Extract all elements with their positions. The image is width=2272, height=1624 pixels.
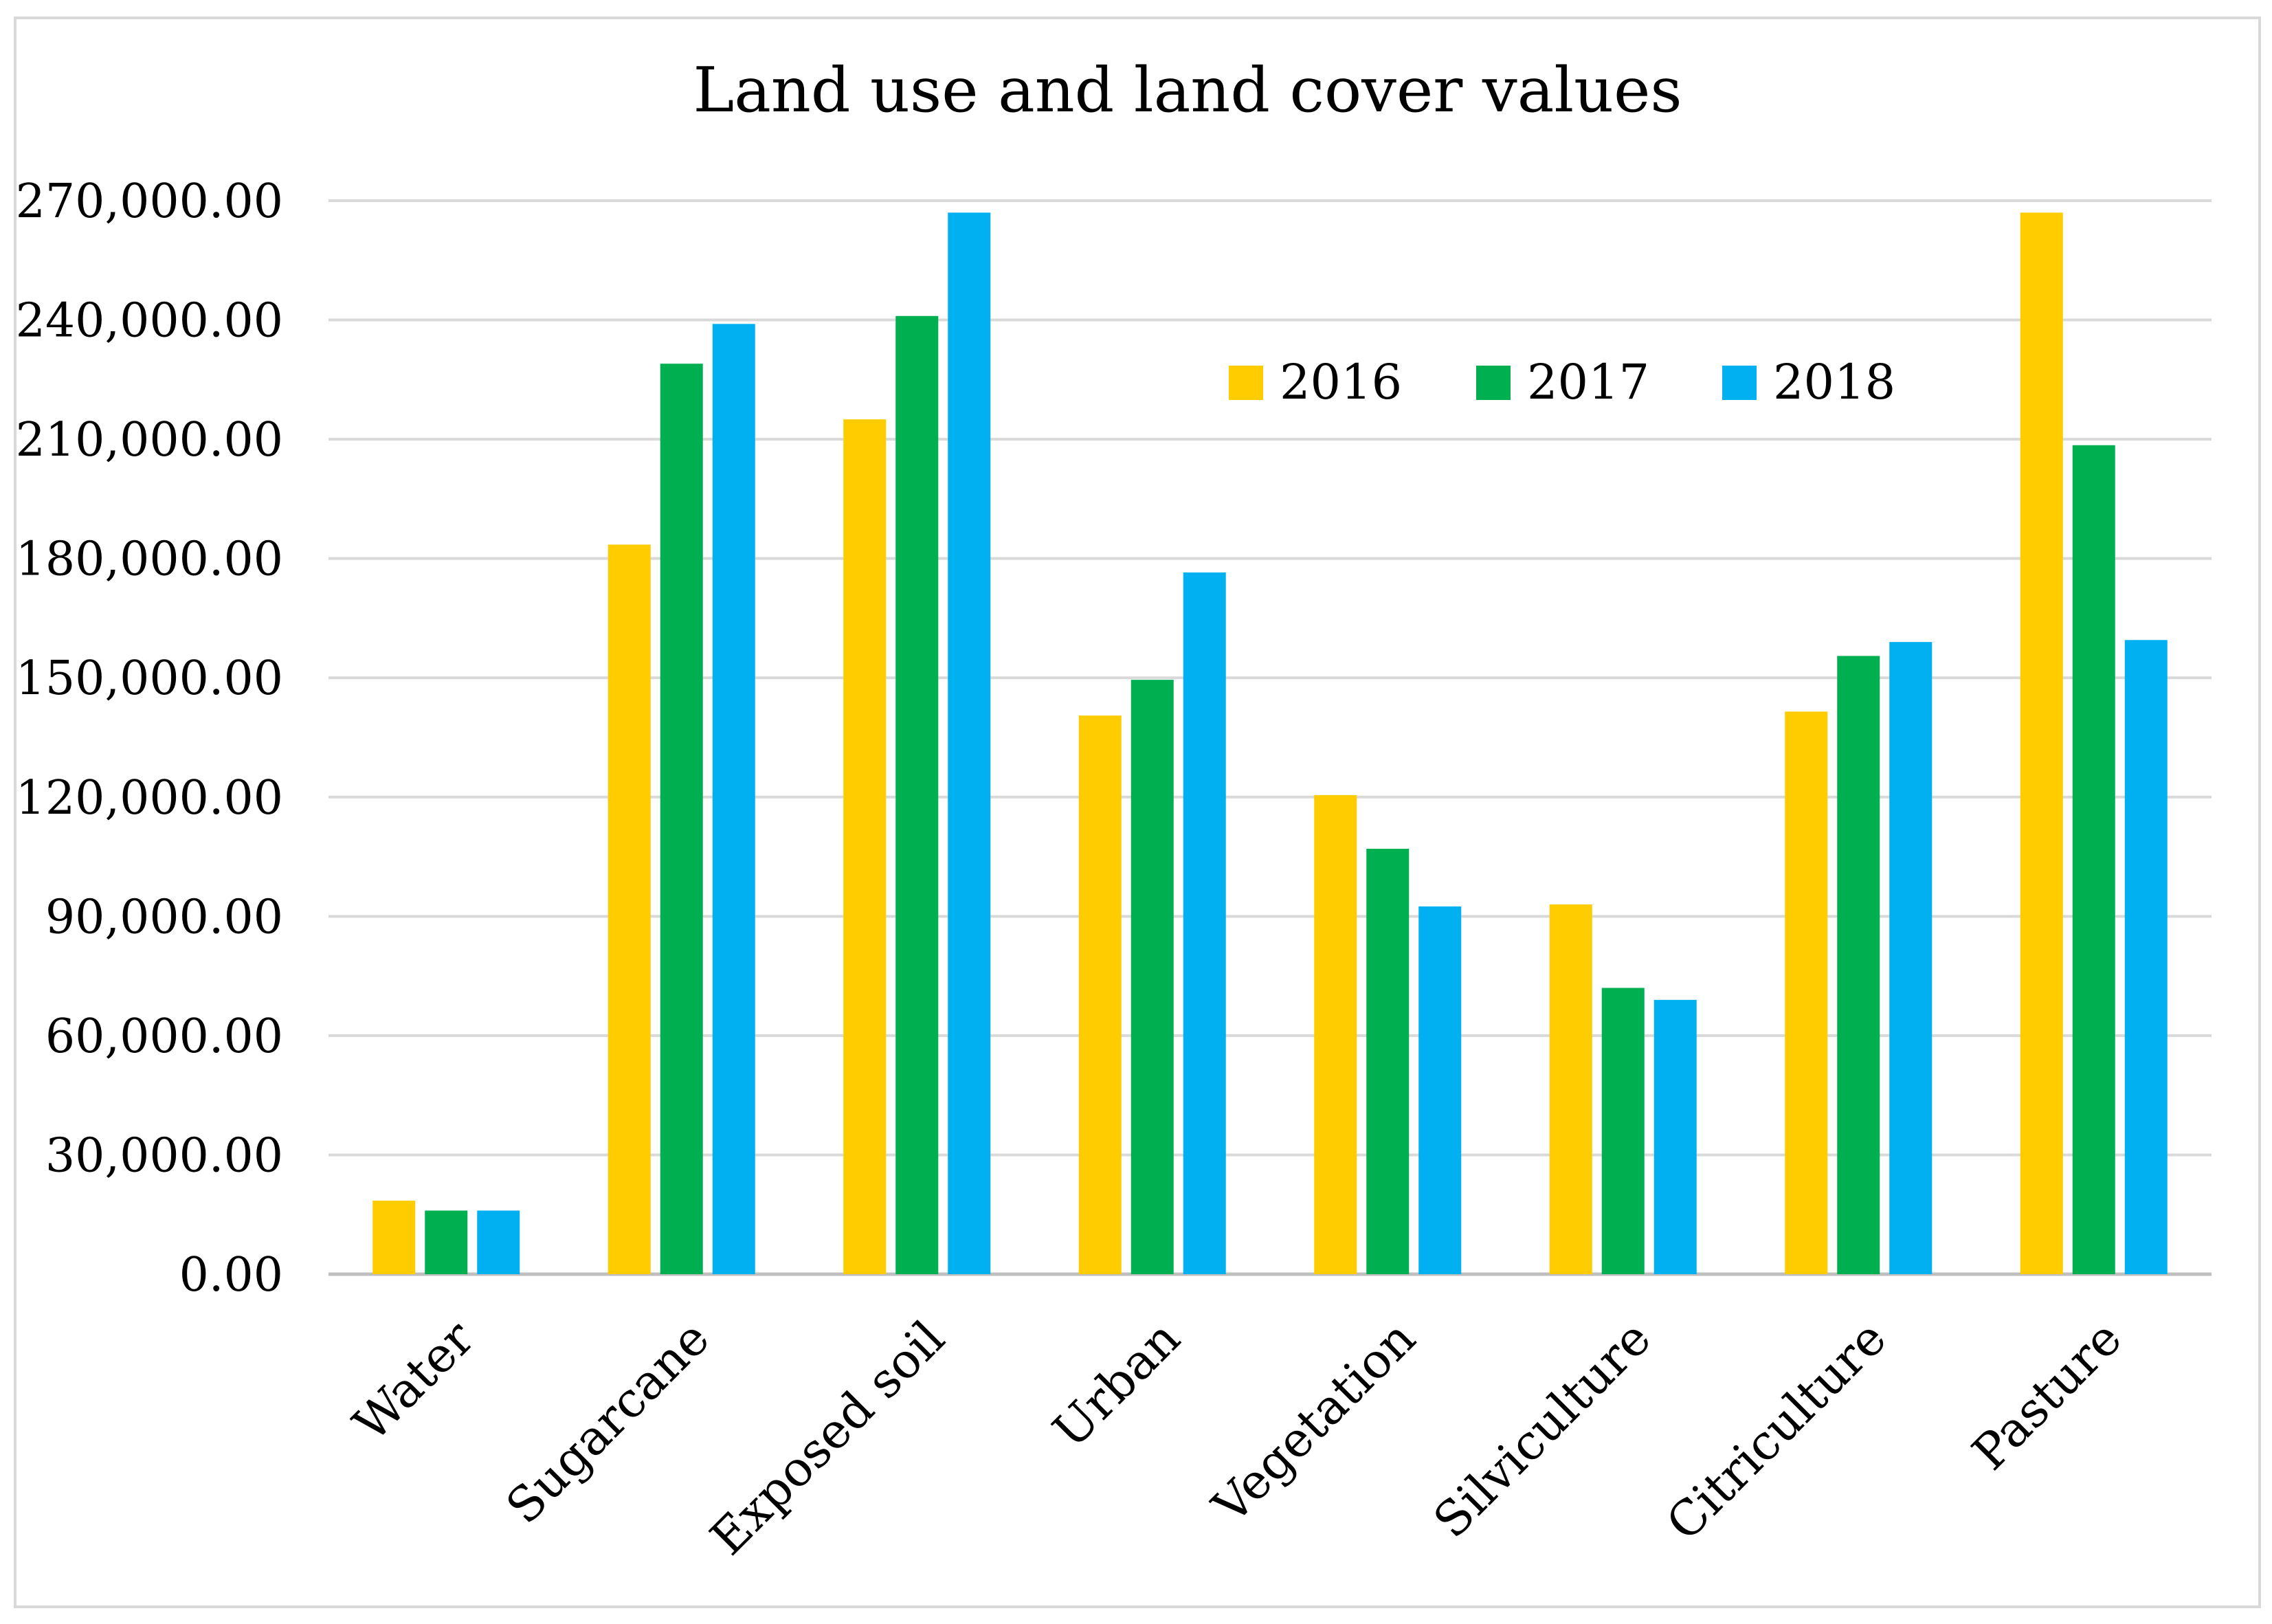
y-tick-label: 240,000.00	[16, 294, 283, 348]
bar-2016-pasture	[2020, 212, 2063, 1274]
bar-2018-water	[477, 1210, 520, 1274]
x-tick-label: Urban	[1042, 1310, 1190, 1458]
x-tick-label: Citriculture	[1656, 1310, 1897, 1551]
x-tick-label: Silviculture	[1423, 1310, 1662, 1549]
bar-2018-citriculture	[1889, 642, 1933, 1274]
x-tick-label: Sugarcane	[495, 1310, 720, 1535]
y-tick-label: 60,000.00	[45, 1010, 283, 1064]
legend-label: 2016	[1280, 354, 1402, 410]
legend-label: 2017	[1527, 354, 1649, 410]
bar-2016-exposed-soil	[843, 419, 887, 1274]
y-tick-label: 30,000.00	[45, 1128, 283, 1183]
y-axis-ticks: 0.00 30,000.00 60,000.00 90,000.00 120,000.0…	[16, 175, 283, 1302]
bar-2017-pasture	[2072, 445, 2115, 1275]
x-tick-label: Exposed soil	[700, 1310, 955, 1566]
bar-2018-pasture	[2124, 640, 2168, 1274]
bars	[372, 212, 2168, 1275]
legend-swatch-2016	[1229, 366, 1263, 400]
bar-2017-citriculture	[1837, 656, 1880, 1274]
bar-2017-sugarcane	[660, 364, 703, 1274]
bar-2016-vegetation	[1314, 794, 1357, 1274]
bar-2016-sugarcane	[608, 544, 651, 1275]
bar-2018-urban	[1183, 572, 1226, 1274]
x-tick-label: Water	[342, 1310, 485, 1452]
y-tick-label: 90,000.00	[45, 890, 283, 944]
legend: 2016 2017 2018	[1229, 354, 1895, 410]
bar-2016-silviculture	[1549, 904, 1592, 1274]
chart-title: Land use and land cover values	[693, 54, 1682, 126]
y-tick-label: 180,000.00	[16, 533, 283, 587]
bar-2018-exposed-soil	[948, 212, 991, 1274]
x-tick-label: Vegetation	[1201, 1310, 1426, 1535]
x-tick-label: Pasture	[1961, 1310, 2132, 1481]
bar-2017-vegetation	[1366, 848, 1410, 1274]
bar-2018-vegetation	[1418, 906, 1462, 1274]
bar-2017-water	[425, 1210, 468, 1274]
bar-2016-water	[372, 1200, 416, 1274]
legend-label: 2018	[1773, 354, 1895, 410]
bar-2018-sugarcane	[712, 324, 755, 1275]
bar-2017-silviculture	[1601, 988, 1645, 1274]
legend-swatch-2018	[1722, 366, 1757, 400]
y-tick-label: 150,000.00	[16, 652, 283, 706]
y-tick-label: 0.00	[179, 1248, 283, 1302]
y-tick-label: 210,000.00	[16, 413, 283, 467]
y-tick-label: 270,000.00	[16, 175, 283, 229]
y-tick-label: 120,000.00	[16, 771, 283, 825]
bar-2017-urban	[1131, 680, 1174, 1274]
bar-2017-exposed-soil	[895, 315, 939, 1274]
bar-2016-urban	[1078, 715, 1122, 1274]
bar-2016-citriculture	[1785, 711, 1828, 1274]
legend-swatch-2017	[1476, 366, 1511, 400]
bar-2018-silviculture	[1653, 999, 1697, 1274]
